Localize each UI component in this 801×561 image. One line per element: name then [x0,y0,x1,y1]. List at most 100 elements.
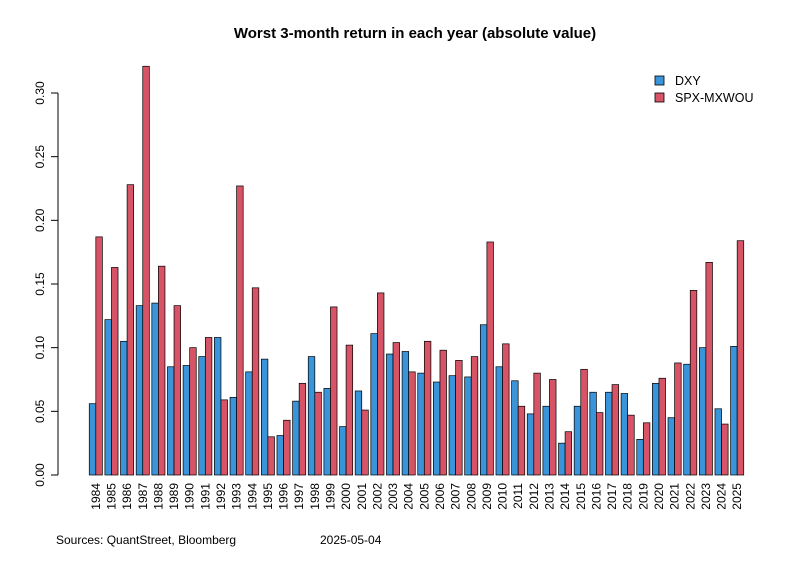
y-tick-label: 0.10 [33,336,47,360]
bar-dxy-2019 [636,438,644,476]
x-tick-label: 2022 [683,483,697,510]
y-tick-label: 0.05 [33,399,47,423]
bar-spx-mxwou-2008 [470,356,479,476]
x-tick-label: 1991 [198,483,212,510]
bar-dxy-2022 [683,363,691,476]
bar-spx-mxwou-2009 [486,241,494,476]
legend: DXY SPX-MXWOU [654,74,753,105]
bar-dxy-2009 [479,324,488,476]
bar-spx-mxwou-2000 [345,344,354,476]
bar-spx-mxwou-2006 [439,349,447,476]
bar-spx-mxwou-2005 [423,340,432,476]
x-axis: 1984 1985 1986 1987 1988 1989 1990 1991 1992 1993… [89,483,744,510]
date-note: 2025-05-04 [320,533,382,547]
x-tick-label: 2018 [621,483,635,510]
bar-dxy-2018 [620,393,629,476]
bar-dxy-1993 [229,396,237,476]
bar-dxy-1989 [167,366,175,476]
bar-spx-mxwou-1989 [173,305,181,476]
x-tick-label: 1989 [167,483,181,510]
bar-dxy-1995 [260,358,269,476]
x-tick-label: 2011 [511,483,525,509]
bar-spx-mxwou-1996 [283,419,291,476]
bar-dxy-1985 [104,319,112,476]
x-tick-label: 2007 [449,483,463,510]
x-tick-label: 1987 [136,483,150,510]
bar-spx-mxwou-2014 [564,431,573,476]
y-tick-label: 0.25 [33,145,47,169]
bar-dxy-2008 [464,376,472,476]
x-tick-label: 2010 [496,483,510,510]
bar-dxy-1992 [214,337,222,476]
bar-dxy-2021 [667,417,675,476]
bar-dxy-2007 [448,375,456,476]
bar-dxy-1984 [88,403,97,476]
x-tick-label: 2002 [370,483,384,510]
source-note: Sources: QuantStreet, Bloomberg [56,533,236,547]
x-tick-label: 2023 [699,483,713,510]
legend-label-spx-mxwou: SPX-MXWOU [675,91,753,105]
bar-spx-mxwou-2011 [517,405,526,476]
bar-spx-mxwou-2001 [361,409,369,476]
bar-spx-mxwou-1991 [204,337,213,476]
bar-spx-mxwou-2002 [377,292,385,476]
bar-dxy-2017 [605,391,613,476]
bar-spx-mxwou-2007 [455,360,463,476]
x-tick-label: 2017 [605,483,619,510]
bar-spx-mxwou-2022 [689,290,698,476]
x-tick-label: 2015 [574,483,588,510]
x-tick-label: 2024 [715,483,729,510]
bar-spx-mxwou-1992 [220,399,228,476]
bar-dxy-2013 [542,405,550,476]
x-tick-label: 2006 [433,483,447,510]
x-tick-label: 2013 [542,483,556,510]
x-tick-label: 2016 [589,483,603,510]
x-tick-label: 2014 [558,483,572,510]
bar-spx-mxwou-1984 [95,236,103,476]
bar-spx-mxwou-2003 [392,342,400,476]
bar-spx-mxwou-2021 [674,362,682,476]
legend-label-dxy: DXY [675,74,701,88]
legend-swatch-dxy [654,75,665,86]
bar-dxy-2004 [401,351,410,476]
x-tick-label: 2003 [386,483,400,510]
x-tick-label: 2004 [402,483,416,510]
x-tick-label: 1992 [214,483,228,510]
y-tick-label: 0.30 [33,81,47,105]
bar-spx-mxwou-1997 [298,382,307,476]
x-tick-label: 1990 [183,483,197,510]
x-tick-label: 1997 [292,483,306,510]
bar-dxy-1986 [120,340,128,476]
bar-dxy-2003 [386,353,394,476]
bar-spx-mxwou-2025 [736,240,745,476]
x-tick-label: 1993 [230,483,244,510]
bar-dxy-1998 [307,356,316,476]
bars [88,65,745,476]
bar-spx-mxwou-1999 [330,306,338,476]
x-tick-label: 2020 [652,483,666,510]
bar-spx-mxwou-1998 [314,391,322,476]
bar-dxy-2006 [433,381,441,476]
x-tick-label: 2000 [339,483,353,510]
x-tick-label: 1998 [308,483,322,510]
bar-spx-mxwou-1994 [251,287,260,476]
bar-spx-mxwou-1987 [142,65,150,476]
bar-spx-mxwou-2016 [596,412,604,476]
y-tick-label: 0.20 [33,208,47,232]
bar-dxy-1987 [135,305,144,476]
bar-dxy-2023 [698,347,707,476]
bar-dxy-2011 [511,380,519,476]
x-tick-label: 2001 [355,483,369,510]
bar-dxy-1994 [245,371,253,476]
x-tick-label: 2021 [668,483,682,510]
x-tick-label: 2009 [480,483,494,510]
x-tick-label: 1986 [120,483,134,510]
x-tick-label: 2025 [730,483,744,510]
bar-dxy-2012 [526,413,535,476]
y-axis: 0.00 0.05 0.10 0.15 0.20 0.25 0.30 [33,81,59,487]
x-tick-label: 1985 [104,483,118,510]
bar-dxy-1999 [323,388,331,476]
x-tick-label: 2012 [527,483,541,510]
y-tick-label: 0.15 [33,272,47,296]
